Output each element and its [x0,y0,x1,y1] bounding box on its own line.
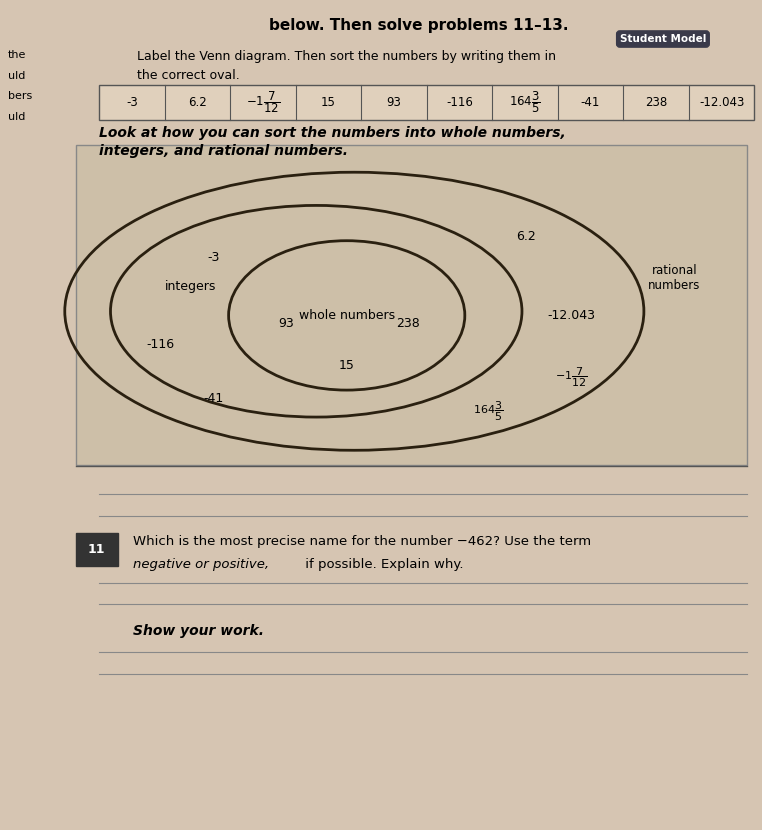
Text: rational
numbers: rational numbers [648,264,700,292]
Text: -116: -116 [146,338,174,351]
Text: -3: -3 [207,251,219,264]
Bar [76,533,118,566]
Text: Look at how you can sort the numbers into whole numbers,: Look at how you can sort the numbers int… [99,126,566,140]
Text: Show your work.: Show your work. [133,624,264,638]
Text: the correct oval.: the correct oval. [137,69,240,82]
Bar [99,85,754,120]
Text: the: the [8,50,26,60]
Text: integers, and rational numbers.: integers, and rational numbers. [99,144,348,159]
Text: 6.2: 6.2 [516,230,536,243]
Text: Label the Venn diagram. Then sort the numbers by writing them in: Label the Venn diagram. Then sort the nu… [137,50,556,63]
Bar [76,145,747,465]
Text: -3: -3 [126,96,138,109]
Text: 238: 238 [645,96,668,109]
Text: -41: -41 [203,392,223,405]
Text: $-1\dfrac{7}{12}$: $-1\dfrac{7}{12}$ [555,366,588,389]
Text: $164\dfrac{3}{5}$: $164\dfrac{3}{5}$ [509,90,541,115]
Text: Which is the most precise name for the number −462? Use the term: Which is the most precise name for the n… [133,535,591,549]
Text: uld: uld [8,112,25,122]
Text: -41: -41 [581,96,600,109]
Text: 15: 15 [339,359,354,372]
Text: $164\dfrac{3}{5}$: $164\dfrac{3}{5}$ [472,399,503,422]
Text: if possible. Explain why.: if possible. Explain why. [301,558,463,571]
Text: integers: integers [165,280,216,293]
Text: $-1\dfrac{7}{12}$: $-1\dfrac{7}{12}$ [246,90,280,115]
Text: 93: 93 [386,96,402,109]
Text: 11: 11 [88,543,105,556]
Text: uld: uld [8,71,25,81]
Text: 238: 238 [395,317,420,330]
Text: 6.2: 6.2 [188,96,207,109]
Text: 93: 93 [278,317,293,330]
Text: whole numbers: whole numbers [299,309,395,322]
Text: 15: 15 [321,96,336,109]
Text: -12.043: -12.043 [548,309,595,322]
Text: below. Then solve problems 11–13.: below. Then solve problems 11–13. [269,18,569,33]
Text: -116: -116 [446,96,473,109]
Text: Student Model: Student Model [620,34,706,44]
Text: bers: bers [8,91,32,101]
Text: -12.043: -12.043 [699,96,744,109]
Text: negative or positive,: negative or positive, [133,558,270,571]
